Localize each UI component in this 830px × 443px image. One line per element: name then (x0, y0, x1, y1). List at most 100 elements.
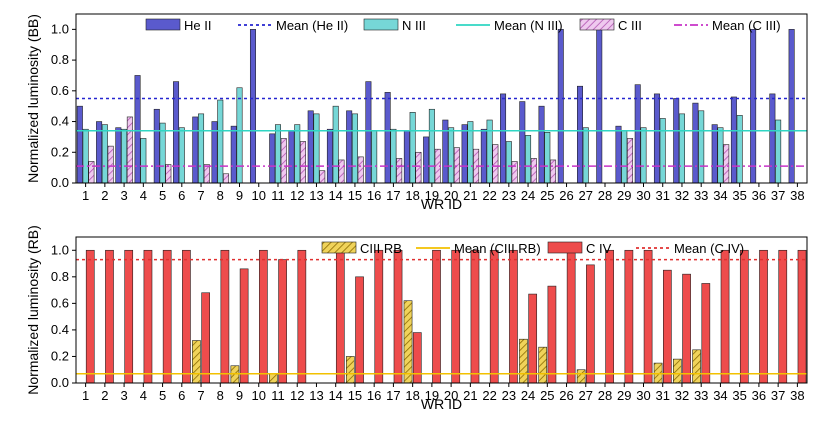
y-tick-label: 1.0 (51, 242, 69, 257)
x-tick-label: 3 (120, 188, 127, 203)
x-tick-label: 19 (425, 188, 439, 203)
bar-c-iv-wr-32 (682, 273, 691, 384)
bar-ciii-rb-wr-25 (538, 346, 548, 384)
bar-ciii-rb-wr-32 (672, 358, 682, 384)
bar-n-iii-wr-5 (159, 122, 166, 184)
x-tick-label: 16 (367, 188, 381, 203)
bar-c-iii-wr-18 (415, 151, 422, 184)
x-tick-label: 8 (217, 388, 224, 403)
x-tick-label: 6 (178, 188, 185, 203)
x-tick-label: 26 (559, 388, 573, 403)
x-tick-label: 12 (290, 388, 304, 403)
bar-ciii-rb-wr-7 (192, 340, 201, 384)
bar-c-iv-wr-17 (393, 249, 403, 384)
bar-c-iv-wr-12 (297, 249, 307, 384)
bar-c-iv-wr-20 (451, 249, 461, 384)
x-tick-label: 4 (140, 188, 147, 203)
x-tick-label: 30 (636, 388, 650, 403)
bar-n-iii-wr-22 (486, 119, 493, 184)
bar-c-iv-wr-5 (162, 249, 172, 384)
x-tick-label: 32 (675, 388, 689, 403)
y-tick-label: 0.2 (51, 348, 69, 363)
bar-n-iii-wr-33 (698, 110, 705, 184)
x-tick-label: 33 (694, 388, 708, 403)
x-tick-label: 24 (521, 388, 535, 403)
bar-n-iii-wr-11 (274, 124, 281, 184)
bar-c-iv-wr-37 (778, 249, 788, 384)
bar-he-ii-wr-18 (403, 130, 410, 184)
bar-he-ii-wr-27 (577, 85, 583, 184)
legend-swatch (363, 18, 399, 31)
bar-n-iii-wr-13 (313, 113, 320, 184)
bar-c-iii-wr-8 (223, 173, 230, 184)
x-tick-label: 18 (405, 188, 419, 203)
x-tick-label: 14 (328, 188, 342, 203)
bar-c-iii-wr-23 (511, 161, 518, 184)
legend-swatch (547, 241, 583, 254)
x-tick-label: 34 (713, 388, 727, 403)
legend-label: CIII RB (360, 241, 402, 256)
bar-c-iii-wr-14 (338, 159, 345, 184)
y-axis-label: Normalized luminosity (BB) (25, 14, 41, 183)
x-tick-label: 12 (290, 188, 304, 203)
bar-ciii-rb-wr-18 (403, 300, 413, 384)
x-tick-label: 31 (655, 188, 669, 203)
bar-c-iv-wr-11 (278, 259, 287, 384)
bar-n-iii-wr-27 (582, 127, 589, 184)
bar-n-iii-wr-25 (544, 132, 551, 184)
bar-c-iv-wr-10 (259, 249, 268, 384)
bar-c-iv-wr-6 (182, 249, 191, 384)
x-tick-label: 36 (752, 188, 766, 203)
legend-label: Mean (He II) (276, 18, 348, 33)
bar-c-iv-wr-18 (412, 332, 422, 384)
bar-c-iv-wr-33 (701, 283, 711, 384)
legend-label: C IV (586, 241, 612, 256)
bar-c-iv-wr-38 (797, 249, 807, 384)
bar-n-iii-wr-1 (82, 128, 89, 184)
bar-c-iii-wr-34 (723, 144, 730, 184)
bar-c-iii-wr-11 (280, 138, 287, 184)
bar-he-ii-wr-36 (750, 29, 757, 184)
bar-c-iv-wr-27 (586, 264, 595, 384)
x-tick-label: 38 (790, 188, 804, 203)
bar-c-iii-wr-7 (203, 164, 210, 184)
x-tick-label: 30 (636, 188, 650, 203)
x-tick-label: 25 (540, 188, 554, 203)
y-tick-label: 0.4 (51, 322, 69, 337)
x-tick-label: 6 (178, 388, 185, 403)
bar-n-iii-wr-23 (505, 141, 512, 184)
legend-label: Mean (CIII RB) (454, 241, 541, 256)
bar-c-iii-wr-15 (357, 156, 364, 184)
bar-he-ii-wr-10 (249, 29, 256, 184)
bar-n-iii-wr-15 (351, 113, 358, 184)
bar-c-iii-wr-29 (627, 138, 634, 184)
x-tick-label: 15 (348, 188, 362, 203)
bar-n-iii-wr-2 (101, 124, 108, 184)
x-axis-label: WR ID (421, 396, 462, 412)
x-tick-label: 11 (271, 188, 285, 203)
bar-c-iv-wr-34 (720, 249, 730, 384)
bar-c-iv-wr-29 (624, 249, 634, 384)
bar-he-ii-wr-34 (711, 124, 718, 184)
x-tick-label: 21 (463, 388, 477, 403)
legend-label: Mean (C IV) (674, 241, 744, 256)
bar-c-iv-wr-23 (509, 249, 518, 384)
bar-c-iv-wr-26 (566, 249, 576, 384)
bar-he-ii-wr-1 (76, 105, 83, 184)
y-tick-label: 0.8 (51, 52, 69, 67)
x-tick-label: 37 (771, 388, 785, 403)
bar-n-iii-wr-4 (140, 138, 147, 184)
bar-he-ii-wr-32 (673, 98, 680, 184)
bar-ciii-rb-wr-27 (576, 369, 586, 384)
bar-n-iii-wr-31 (659, 118, 666, 184)
legend: CIII RB Mean (CIII RB) C IV Mean (C IV) (321, 241, 744, 256)
bar-c-iv-wr-16 (374, 249, 384, 384)
bar-ciii-rb-wr-24 (519, 338, 528, 384)
bar-he-ii-wr-26 (557, 29, 564, 184)
x-tick-label: 7 (197, 388, 204, 403)
y-tick-label: 0.0 (51, 175, 69, 190)
bar-n-iii-wr-18 (409, 112, 416, 184)
bar-he-ii-wr-7 (192, 116, 199, 184)
y-tick-label: 0.2 (51, 144, 69, 159)
bar-n-iii-wr-6 (178, 127, 185, 184)
